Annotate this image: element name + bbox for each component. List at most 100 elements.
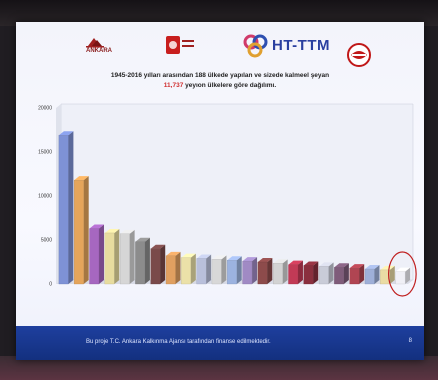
bar [150, 244, 166, 285]
bar-top [120, 229, 135, 234]
bar-side [160, 244, 166, 284]
bar-side [252, 257, 258, 284]
bar-side [297, 260, 303, 284]
bar [119, 229, 135, 285]
bar [58, 131, 74, 285]
bar [257, 258, 273, 285]
title-highlight-value: 11,737 [163, 82, 184, 89]
ankara-logo: ANKARA [74, 36, 120, 63]
footer-caption: Bu proje T.C. Ankara Kalkınma Ajansı tar… [86, 339, 271, 345]
y-tick-label: 10000 [38, 194, 52, 200]
bar-front [119, 233, 130, 285]
bar-top [211, 255, 227, 260]
bar-top [257, 258, 273, 262]
bar [273, 259, 288, 285]
bar-side [389, 265, 395, 284]
bar [318, 262, 334, 285]
bar-top [58, 131, 74, 136]
ankara-logo-text: ANKARA [86, 48, 112, 54]
bar-front [318, 266, 329, 285]
bar-front [364, 268, 375, 285]
chart-title-line-1: 1945-2016 yılları arasından 188 ülkede y… [110, 72, 330, 79]
round-red-logo [346, 42, 372, 73]
bar-top [288, 260, 303, 265]
bar [181, 253, 196, 285]
ht-ttm-logo-text: HT-TTM [272, 37, 330, 54]
bar-front [58, 135, 69, 285]
red-institution-logo [164, 34, 194, 65]
bar [303, 261, 319, 285]
institution-emblem-icon [166, 36, 194, 54]
bar-front [74, 180, 84, 285]
bar [104, 228, 120, 285]
bar-top [181, 253, 196, 258]
bar-front [257, 261, 268, 285]
ankara-logo-mark [86, 38, 104, 48]
bar-front [181, 257, 191, 285]
bar-top [380, 265, 395, 270]
y-tick-label: 20000 [38, 106, 52, 112]
bar [196, 254, 212, 285]
bar [380, 265, 395, 285]
bar [349, 264, 365, 285]
bar [395, 267, 411, 285]
ht-ttm-emblem-icon [243, 34, 268, 58]
bar-side [267, 258, 273, 284]
highlight-circle [387, 251, 417, 297]
bar-top [227, 256, 242, 261]
bar-top [334, 263, 349, 268]
bar [89, 224, 105, 285]
bar-side [114, 228, 120, 284]
bar-side [83, 176, 89, 284]
bar-side [236, 256, 242, 284]
slide-footer-bar: Bu proje T.C. Ankara Kalkınma Ajansı tar… [16, 326, 424, 360]
bar-top [303, 261, 319, 266]
bar [135, 237, 150, 285]
chart-bars [58, 131, 417, 297]
bar-top [89, 224, 105, 229]
presentation-slide: ANKARA HT-TTM 1945-2016 yılları arasında… [16, 22, 424, 360]
bar [242, 257, 258, 285]
y-tick-label: 15000 [38, 150, 52, 156]
bar [165, 251, 181, 285]
bar-top [395, 267, 411, 272]
bar [364, 265, 380, 285]
bar-front [242, 260, 253, 285]
bar-front [211, 259, 222, 285]
bar [227, 256, 242, 285]
bar-side [359, 264, 365, 284]
bar-front [349, 268, 360, 285]
bar-chart: 0 5000 10000 15000 20000 [38, 103, 417, 297]
bar-front [288, 264, 299, 285]
bar-top [135, 237, 150, 242]
chart-title-line-2: 11,737 yeyıon ülkelere göre dağılımı. [163, 82, 277, 89]
bar-top [196, 254, 212, 259]
bar [211, 255, 227, 285]
bar-side [221, 255, 227, 284]
y-tick-label: 0 [49, 282, 52, 288]
bar-side [206, 254, 212, 284]
bar-side [313, 261, 319, 284]
room-background-bottom [0, 356, 438, 380]
bar [334, 263, 349, 285]
bar-top [273, 259, 288, 264]
ht-ttm-logo: HT-TTM [242, 34, 329, 63]
room-background-top [0, 0, 438, 26]
bar-top [242, 257, 258, 262]
page-number: 8 [408, 338, 412, 344]
bar-front [273, 263, 283, 285]
chart-labels: 0 5000 10000 15000 20000 [38, 106, 52, 288]
bar [288, 260, 303, 285]
bar-front [227, 260, 237, 285]
bar-side [190, 253, 196, 284]
bar-side [282, 259, 288, 284]
bar-side [405, 267, 411, 284]
bar-top [349, 264, 365, 269]
bar-top [150, 244, 166, 249]
bar-side [374, 265, 380, 284]
bar-front [165, 255, 176, 285]
bar-front [104, 232, 115, 285]
bar-side [343, 263, 349, 284]
bar-side [175, 251, 181, 284]
bar-side [129, 229, 135, 284]
